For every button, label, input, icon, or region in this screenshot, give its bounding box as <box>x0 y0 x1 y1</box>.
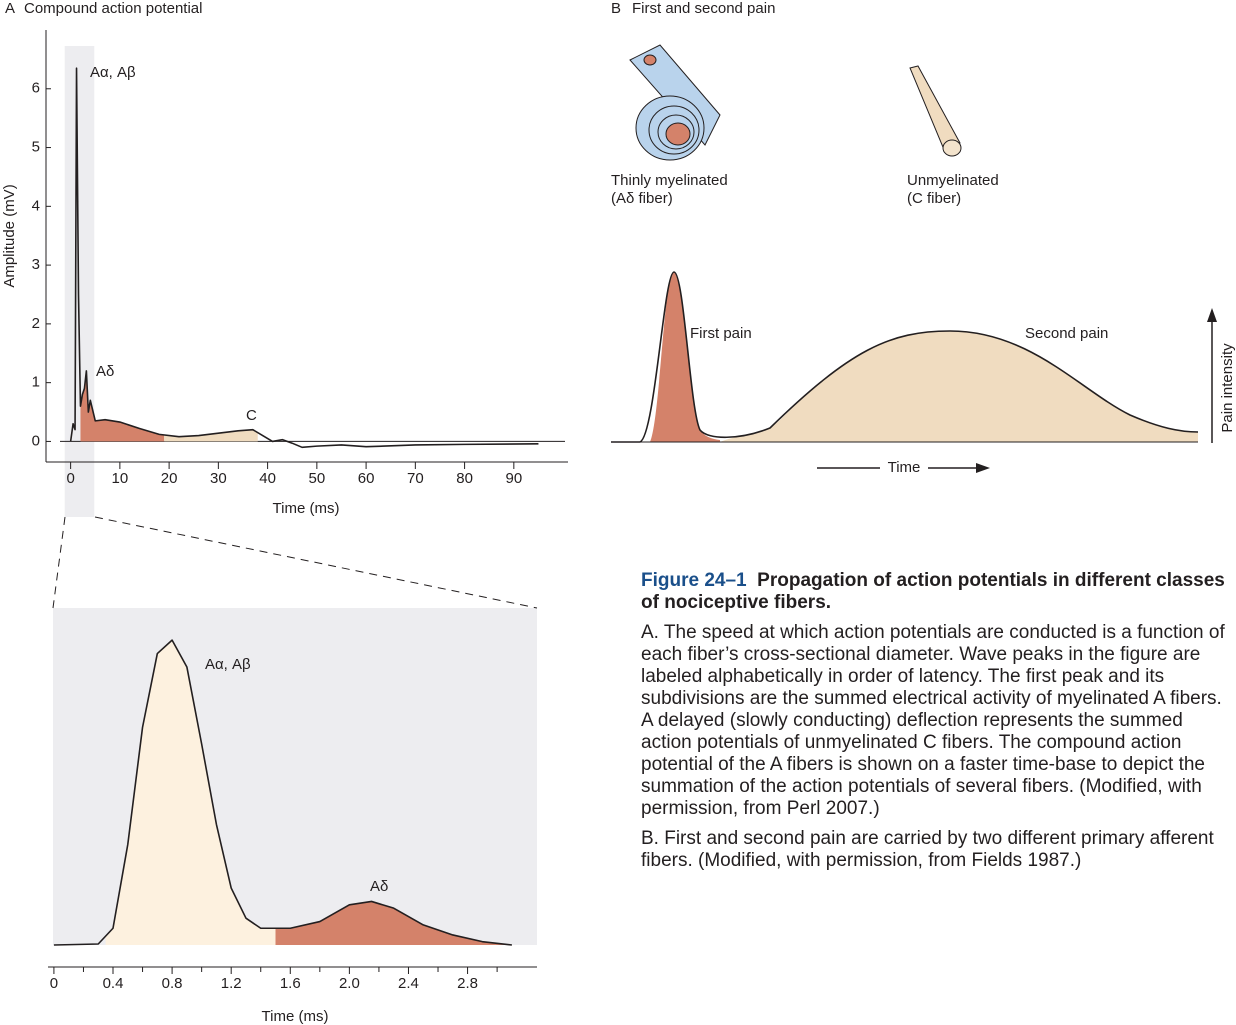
shaded-area <box>164 429 258 442</box>
myelinated-fiber <box>629 44 721 161</box>
figure-number: Figure 24–1 <box>641 570 747 591</box>
arrow-head <box>1207 308 1217 322</box>
x-tick-label: 0 <box>50 975 58 992</box>
x-tick-label: 30 <box>210 470 227 487</box>
annotation: Aδ <box>96 363 114 380</box>
fiber-label: (C fiber) <box>907 190 961 207</box>
y-axis-label: Pain intensity <box>1219 343 1236 433</box>
arrow-head <box>976 463 990 473</box>
panel-label: B <box>611 0 621 17</box>
x-tick-label: 60 <box>358 470 375 487</box>
x-tick-label: 0.4 <box>103 975 124 992</box>
x-axis-label: Time (ms) <box>262 1008 329 1025</box>
zoom-connector <box>94 516 538 609</box>
annotation: Aα, Aβ <box>90 64 136 81</box>
annotation: Aδ <box>370 878 388 895</box>
y-tick-label: 5 <box>32 139 40 156</box>
trace <box>53 639 512 946</box>
caption-title: Figure 24–1 Propagation of action potent… <box>641 570 1235 614</box>
figure-title: Propagation of action potentials in diff… <box>641 570 1225 613</box>
unmyelinated-fiber <box>909 65 962 157</box>
x-tick-label: 0.8 <box>162 975 183 992</box>
x-tick-label: 1.6 <box>280 975 301 992</box>
highlight-band <box>64 46 95 517</box>
annotation: C <box>246 407 257 424</box>
shaded-area <box>275 901 512 945</box>
paragraph-label: B. <box>641 828 659 849</box>
x-tick-label: 2.4 <box>398 975 419 992</box>
y-tick-label: 6 <box>32 80 40 97</box>
y-tick-label: 1 <box>32 374 40 391</box>
zoom-connector <box>52 516 66 609</box>
fiber-label: Unmyelinated <box>907 172 999 189</box>
x-tick-label: 50 <box>309 470 326 487</box>
second-pain-area <box>720 331 1198 442</box>
x-tick-label: 70 <box>407 470 424 487</box>
paragraph-text: First and second pain are carried by two… <box>641 828 1214 871</box>
fiber-label: (Aδ fiber) <box>611 190 673 207</box>
x-tick-label: 90 <box>505 470 522 487</box>
shaded-area <box>80 370 165 442</box>
panel-title: First and second pain <box>632 0 775 17</box>
trace <box>69 67 539 449</box>
annotation: Aα, Aβ <box>205 656 251 673</box>
y-tick-label: 2 <box>32 315 40 332</box>
caption-paragraph: A. The speed at which action potentials … <box>641 622 1235 820</box>
annotation: Second pain <box>1025 325 1108 342</box>
annotation: First pain <box>690 325 752 342</box>
y-tick-label: 4 <box>32 197 40 214</box>
x-tick-label: 10 <box>112 470 129 487</box>
x-tick-label: 40 <box>259 470 276 487</box>
x-tick-label: 20 <box>161 470 178 487</box>
panel-title: Compound action potential <box>24 0 202 17</box>
caption-paragraph: B. First and second pain are carried by … <box>641 828 1235 872</box>
x-axis-label: Time (ms) <box>273 500 340 517</box>
panel-label: A <box>5 0 15 17</box>
first-pain-area <box>650 272 720 442</box>
fiber-label: Thinly myelinated <box>611 172 728 189</box>
pain-curve <box>611 271 1199 443</box>
paragraph-label: A. <box>641 622 659 643</box>
caption: Figure 24–1 Propagation of action potent… <box>641 570 1235 880</box>
x-tick-label: 80 <box>456 470 473 487</box>
y-tick-label: 0 <box>32 432 40 449</box>
shaded-area <box>105 640 276 945</box>
x-tick-label: 2.0 <box>339 975 360 992</box>
x-axis-label: Time <box>888 459 921 476</box>
y-axis-label: Amplitude (mV) <box>1 184 18 287</box>
x-tick-label: 1.2 <box>221 975 242 992</box>
y-tick-label: 3 <box>32 256 40 273</box>
x-tick-label: 2.8 <box>457 975 478 992</box>
paragraph-text: The speed at which action potentials are… <box>641 622 1225 819</box>
x-tick-label: 0 <box>66 470 74 487</box>
